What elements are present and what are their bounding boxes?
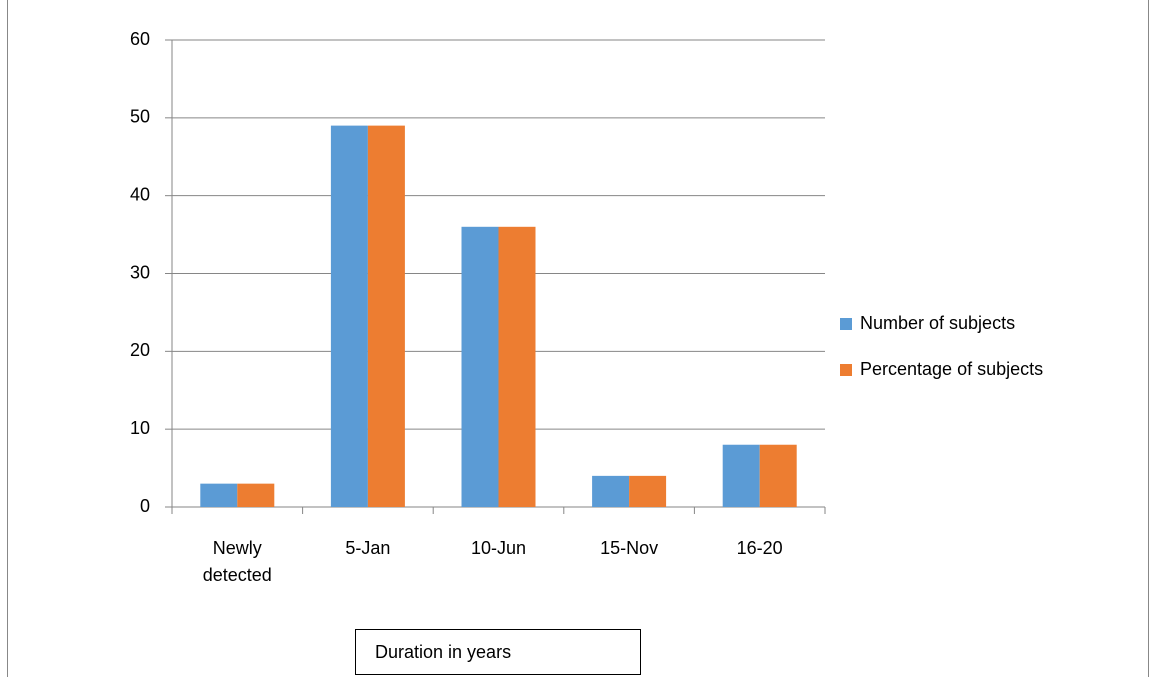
bar — [498, 226, 536, 508]
legend-swatch — [840, 364, 852, 376]
bar — [759, 444, 797, 507]
y-tick-label: 60 — [130, 29, 150, 49]
y-tick-label: 10 — [130, 418, 150, 438]
legend-swatch — [840, 318, 852, 330]
y-tick-label: 0 — [140, 496, 150, 516]
bar — [592, 475, 630, 507]
bar — [200, 483, 238, 507]
x-tick-label: Newly detected — [202, 538, 272, 585]
y-tick-label: 30 — [130, 262, 150, 282]
x-axis-title: Duration in years — [355, 629, 641, 675]
legend-label: Number of subjects — [860, 313, 1015, 333]
y-tick-label: 50 — [130, 107, 150, 127]
x-tick-label: 15-Nov — [600, 538, 659, 558]
x-tick-label: 5-Jan — [345, 538, 391, 558]
bar — [461, 226, 499, 508]
x-tick-label: 16-20 — [736, 538, 783, 558]
bar — [330, 125, 368, 507]
bar — [629, 475, 667, 507]
bar — [237, 483, 275, 507]
y-tick-label: 20 — [130, 340, 150, 360]
legend-label: Percentage of subjects — [860, 359, 1043, 379]
bar — [722, 444, 760, 507]
bar — [367, 125, 405, 507]
x-tick-label: 10-Jun — [470, 538, 527, 558]
y-tick-label: 40 — [130, 184, 150, 204]
chart-border — [7, 0, 1149, 677]
